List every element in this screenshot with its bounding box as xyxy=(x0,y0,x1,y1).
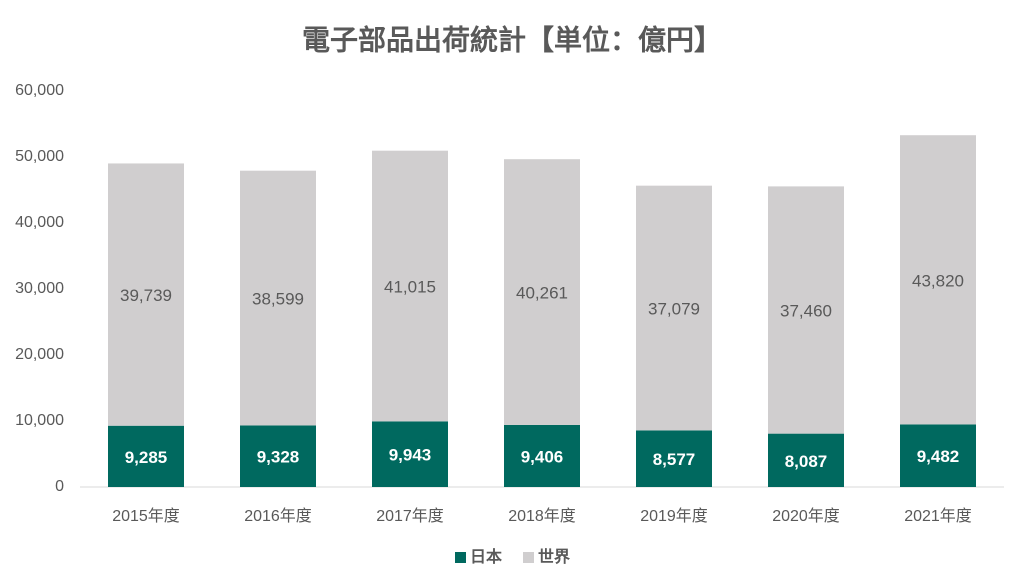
bar-segment xyxy=(504,159,580,425)
legend-swatch xyxy=(455,552,466,563)
bar-segment xyxy=(636,430,712,487)
y-tick-label: 0 xyxy=(55,478,64,495)
x-tick-label: 2020年度 xyxy=(772,507,840,525)
data-label: 9,406 xyxy=(521,447,564,466)
bar-segment xyxy=(108,425,184,487)
x-tick-label: 2017年度 xyxy=(376,507,444,525)
bar-segment xyxy=(768,433,844,487)
bar-segment xyxy=(768,186,844,434)
bar-segment xyxy=(372,421,448,487)
data-label: 9,328 xyxy=(257,448,300,467)
bar-segment xyxy=(108,163,184,426)
bar-segment xyxy=(240,170,316,426)
y-tick-label: 50,000 xyxy=(15,148,64,165)
y-tick-label: 60,000 xyxy=(15,82,64,99)
y-tick-label: 30,000 xyxy=(15,280,64,297)
x-tick-label: 2019年度 xyxy=(640,507,708,525)
data-label: 9,482 xyxy=(917,447,960,466)
data-label: 41,015 xyxy=(384,278,436,297)
data-label: 37,460 xyxy=(780,301,832,320)
bar-segment xyxy=(372,150,448,422)
data-label: 43,820 xyxy=(912,271,964,290)
bar-segment xyxy=(636,185,712,431)
x-tick-label: 2018年度 xyxy=(508,507,576,525)
y-tick-label: 10,000 xyxy=(15,412,64,429)
bar-segment xyxy=(504,424,580,487)
bar-segment xyxy=(900,424,976,487)
data-label: 37,079 xyxy=(648,300,700,319)
bar-segment xyxy=(240,425,316,487)
x-tick-label: 2016年度 xyxy=(244,507,312,525)
legend-label: 世界 xyxy=(538,548,570,566)
legend-label: 日本 xyxy=(470,547,502,566)
data-label: 40,261 xyxy=(516,284,568,303)
x-tick-label: 2015年度 xyxy=(112,507,180,525)
x-tick-label: 2021年度 xyxy=(904,507,972,525)
data-label: 39,739 xyxy=(120,286,172,305)
chart-title: 電子部品出荷統計【単位：億円】 xyxy=(302,23,722,55)
data-label: 38,599 xyxy=(252,290,304,309)
data-label: 9,285 xyxy=(125,448,168,467)
legend-swatch xyxy=(523,552,534,563)
y-tick-label: 40,000 xyxy=(15,214,64,231)
y-tick-label: 20,000 xyxy=(15,346,64,363)
data-label: 8,087 xyxy=(785,452,828,471)
data-label: 9,943 xyxy=(389,446,432,465)
bar-segment xyxy=(900,135,976,425)
data-label: 8,577 xyxy=(653,450,696,469)
